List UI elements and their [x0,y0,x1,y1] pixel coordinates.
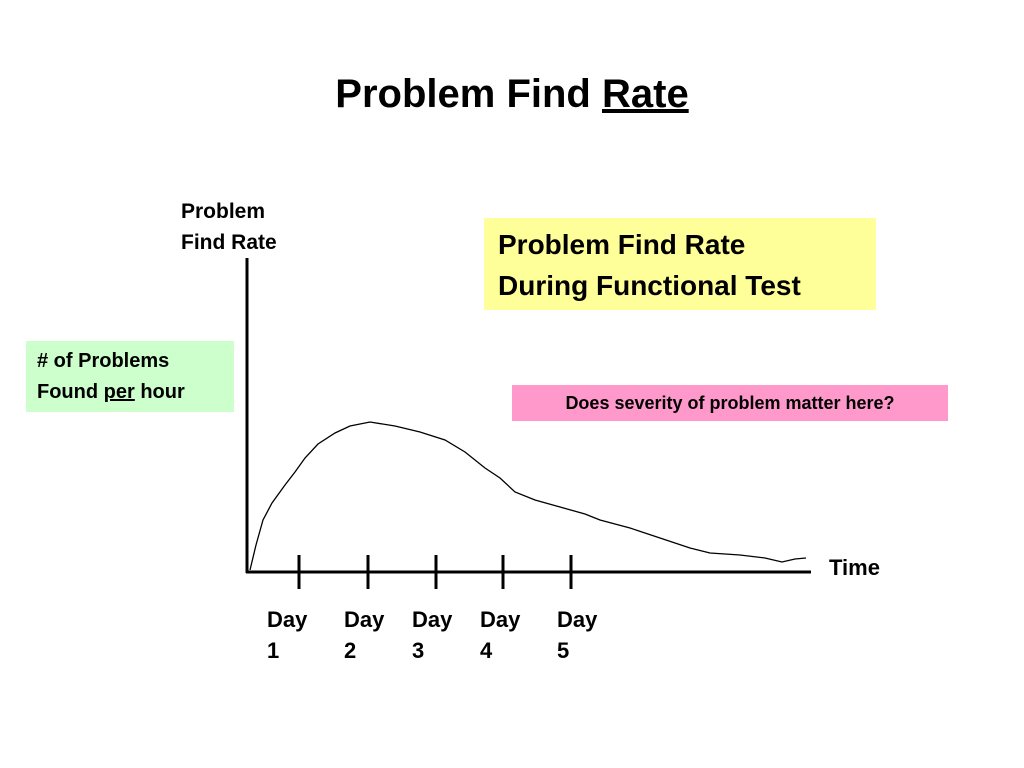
tick-label: Day 2 [344,604,384,666]
tick-marks [297,555,573,589]
callout-word: per [103,381,135,403]
callout-green: # of Problems Found per hour [26,341,234,412]
tick-word: Day [344,607,385,632]
callout-line: During Functional Test [498,270,801,301]
callout-line: Problem Find Rate [498,229,746,260]
tick-number: 3 [412,638,425,663]
tick-label: Day 1 [267,604,307,666]
tick-label: Day 4 [480,604,520,666]
tick-number: 4 [480,638,493,663]
tick-word: Day [480,607,521,632]
tick-number: 1 [267,638,280,663]
tick-label: Day 5 [557,604,597,666]
callout-word: hour [140,381,185,403]
callout-line: Found per hour [37,377,234,408]
tick-label: Day 3 [412,604,452,666]
tick-word: Day [557,607,598,632]
callout-pink: Does severity of problem matter here? [512,385,948,421]
callout-line: # of Problems [37,350,170,372]
tick-number: 5 [557,638,570,663]
tick-word: Day [267,607,308,632]
title-underlined: Rate [602,72,689,116]
tick-word: Day [412,607,453,632]
tick-number: 2 [344,638,357,663]
rate-curve [249,421,807,571]
x-axis-label: Time [829,555,880,580]
callout-yellow: Problem Find Rate During Functional Test [484,218,876,310]
title: Problem Find Rate [0,72,1024,117]
title-text: Problem Find [335,72,591,116]
y-axis-label: Problem Find Rate [181,196,277,258]
callout-word: Found [37,381,99,403]
y-axis-label-line: Problem [181,200,266,223]
y-axis-label-line: Find Rate [181,231,277,254]
